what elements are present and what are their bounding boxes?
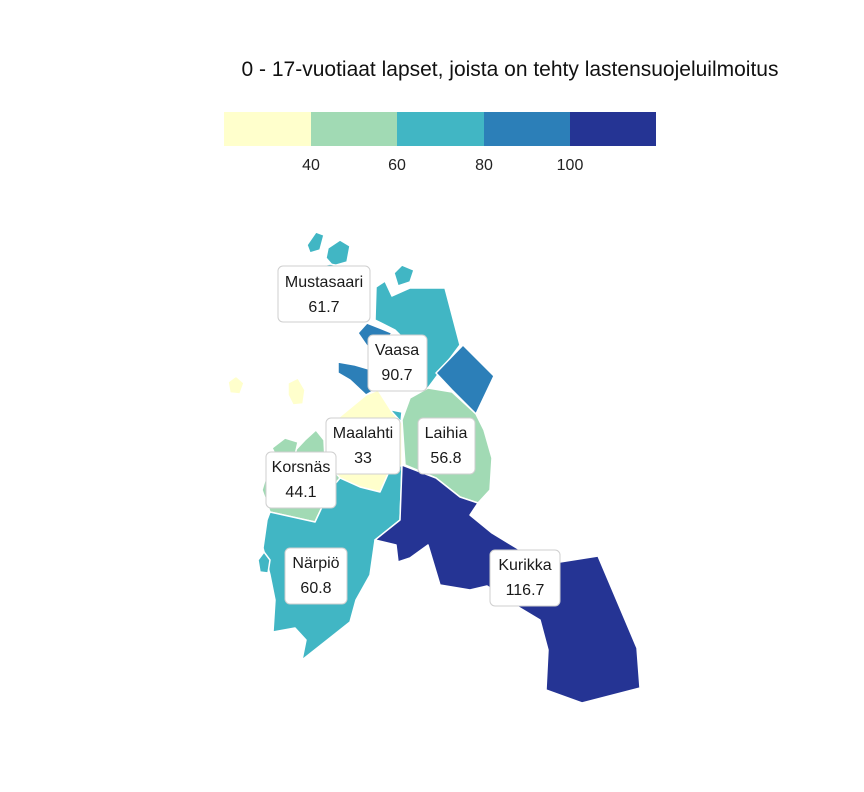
label-mustasaari-name: Mustasaari: [285, 274, 363, 291]
label-maalahti-box: [325, 417, 401, 475]
label-vaasa: Vaasa 90.7: [367, 334, 428, 392]
label-korsnas-value: 44.1: [285, 484, 316, 501]
color-legend: 40 60 80 100: [224, 112, 656, 174]
label-vaasa-box: [367, 334, 428, 392]
label-narpio-name: Närpiö: [292, 555, 339, 572]
legend-bin-5: [570, 112, 656, 146]
label-maalahti-name: Maalahti: [333, 425, 393, 442]
label-vaasa-name: Vaasa: [375, 342, 419, 359]
label-laihia-value: 56.8: [430, 450, 461, 467]
map-title: 0 - 17-vuotiaat lapset, joista on tehty …: [241, 58, 779, 81]
label-kurikka-box: [489, 549, 561, 607]
label-korsnas: Korsnäs 44.1: [265, 451, 337, 509]
legend-bin-3: [397, 112, 484, 146]
label-korsnas-name: Korsnäs: [272, 459, 331, 476]
legend-bin-1: [224, 112, 311, 146]
legend-tick-80: 80: [475, 157, 493, 174]
label-laihia-name: Laihia: [425, 425, 468, 442]
label-laihia: Laihia 56.8: [417, 417, 476, 475]
legend-bin-2: [311, 112, 397, 146]
region-labels: Mustasaari 61.7 Vaasa 90.7 Maalahti 33 L…: [265, 265, 561, 607]
label-vaasa-value: 90.7: [381, 367, 412, 384]
legend-bin-4: [484, 112, 570, 146]
label-narpio-box: [284, 547, 348, 605]
label-kurikka-name: Kurikka: [498, 557, 551, 574]
label-kurikka-value: 116.7: [506, 582, 545, 599]
legend-tick-40: 40: [302, 157, 320, 174]
legend-tick-60: 60: [388, 157, 406, 174]
legend-tick-100: 100: [557, 157, 584, 174]
label-narpio: Närpiö 60.8: [284, 547, 348, 605]
label-mustasaari: Mustasaari 61.7: [277, 265, 371, 323]
label-laihia-box: [417, 417, 476, 475]
label-maalahti-value: 33: [354, 450, 372, 467]
label-maalahti: Maalahti 33: [325, 417, 401, 475]
label-mustasaari-value: 61.7: [308, 299, 339, 316]
label-korsnas-box: [265, 451, 337, 509]
label-mustasaari-box: [277, 265, 371, 323]
label-kurikka: Kurikka 116.7: [489, 549, 561, 607]
label-narpio-value: 60.8: [300, 580, 331, 597]
